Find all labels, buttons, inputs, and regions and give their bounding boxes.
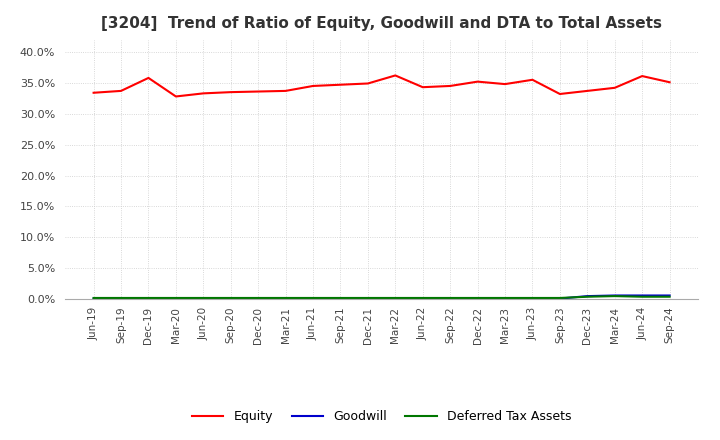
Goodwill (364, 296, 372, 301)
Deferred Tax Assets (446, 295, 454, 301)
Deferred Tax Assets (144, 295, 153, 301)
Equity (638, 73, 647, 79)
Goodwill (254, 296, 263, 301)
Deferred Tax Assets (171, 295, 180, 301)
Goodwill (226, 296, 235, 301)
Deferred Tax Assets (226, 295, 235, 301)
Equity (117, 88, 125, 94)
Goodwill (638, 293, 647, 298)
Line: Equity: Equity (94, 75, 670, 96)
Deferred Tax Assets (418, 295, 427, 301)
Deferred Tax Assets (336, 295, 345, 301)
Goodwill (500, 296, 509, 301)
Deferred Tax Assets (583, 294, 592, 299)
Equity (473, 79, 482, 84)
Goodwill (171, 296, 180, 301)
Title: [3204]  Trend of Ratio of Equity, Goodwill and DTA to Total Assets: [3204] Trend of Ratio of Equity, Goodwil… (101, 16, 662, 32)
Deferred Tax Assets (665, 294, 674, 299)
Goodwill (282, 296, 290, 301)
Goodwill (446, 296, 454, 301)
Equity (583, 88, 592, 94)
Legend: Equity, Goodwill, Deferred Tax Assets: Equity, Goodwill, Deferred Tax Assets (187, 405, 576, 428)
Equity (254, 89, 263, 94)
Goodwill (89, 296, 98, 301)
Goodwill (556, 296, 564, 301)
Equity (556, 92, 564, 97)
Equity (364, 81, 372, 86)
Equity (171, 94, 180, 99)
Equity (199, 91, 207, 96)
Equity (418, 84, 427, 90)
Goodwill (473, 296, 482, 301)
Equity (144, 75, 153, 81)
Line: Goodwill: Goodwill (94, 296, 670, 299)
Goodwill (309, 296, 318, 301)
Equity (336, 82, 345, 88)
Equity (226, 89, 235, 95)
Deferred Tax Assets (556, 295, 564, 301)
Equity (391, 73, 400, 78)
Deferred Tax Assets (254, 295, 263, 301)
Goodwill (336, 296, 345, 301)
Goodwill (199, 296, 207, 301)
Deferred Tax Assets (528, 295, 537, 301)
Deferred Tax Assets (199, 295, 207, 301)
Equity (282, 88, 290, 94)
Goodwill (144, 296, 153, 301)
Deferred Tax Assets (611, 293, 619, 299)
Deferred Tax Assets (282, 295, 290, 301)
Goodwill (528, 296, 537, 301)
Equity (500, 81, 509, 87)
Deferred Tax Assets (473, 295, 482, 301)
Equity (446, 83, 454, 88)
Deferred Tax Assets (364, 295, 372, 301)
Equity (665, 80, 674, 85)
Equity (611, 85, 619, 91)
Equity (89, 90, 98, 95)
Deferred Tax Assets (309, 295, 318, 301)
Goodwill (391, 296, 400, 301)
Goodwill (583, 293, 592, 299)
Deferred Tax Assets (500, 295, 509, 301)
Goodwill (611, 293, 619, 298)
Deferred Tax Assets (117, 295, 125, 301)
Goodwill (665, 293, 674, 298)
Deferred Tax Assets (89, 295, 98, 301)
Goodwill (418, 296, 427, 301)
Equity (309, 83, 318, 88)
Line: Deferred Tax Assets: Deferred Tax Assets (94, 296, 670, 298)
Deferred Tax Assets (391, 295, 400, 301)
Equity (528, 77, 537, 82)
Deferred Tax Assets (638, 294, 647, 299)
Goodwill (117, 296, 125, 301)
